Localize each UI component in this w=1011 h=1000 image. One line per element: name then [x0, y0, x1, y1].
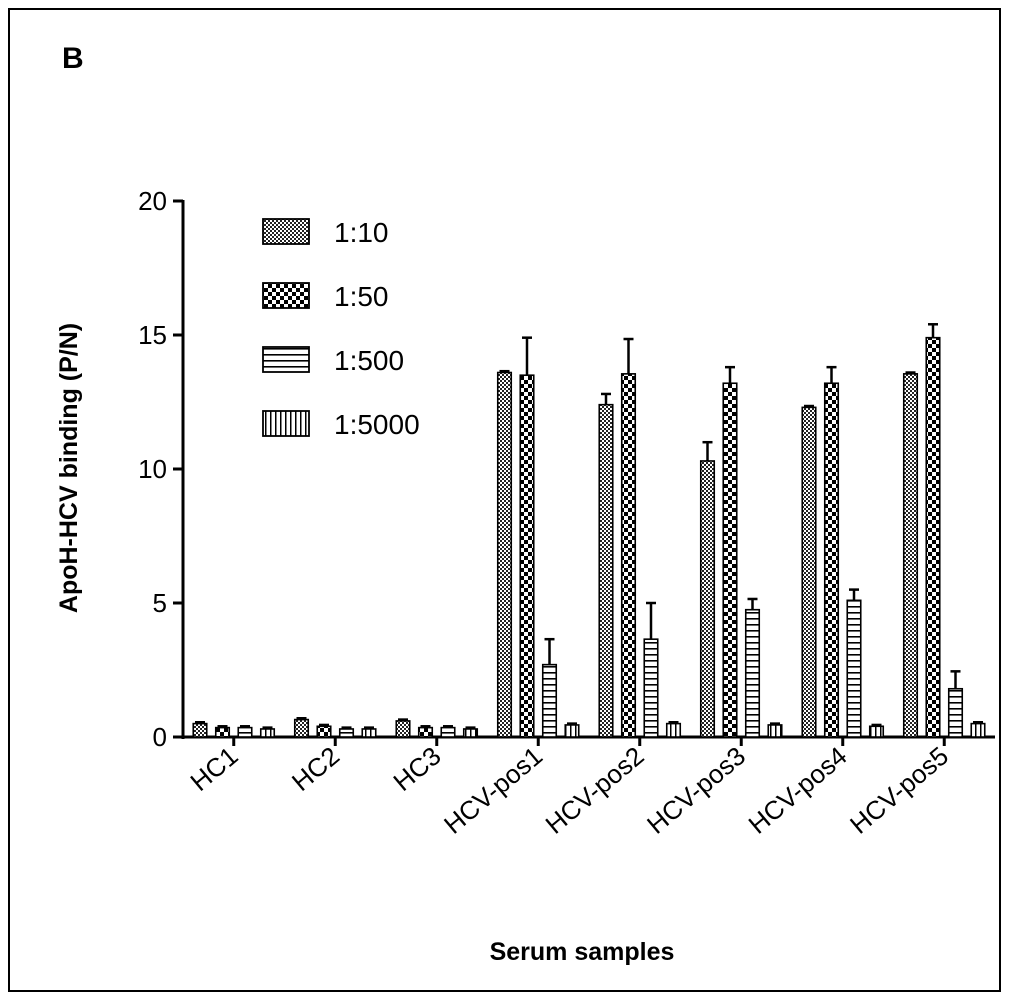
bar	[237, 726, 253, 738]
y-tick-label: 0	[153, 722, 167, 752]
y-tick-label: 15	[138, 320, 167, 350]
legend-label: 1:5000	[334, 409, 420, 440]
bar	[620, 373, 637, 738]
x-axis: HC1 HC2 HC3HCV-pos1HCV-pos2HCV-pos3HCV-pos…	[183, 735, 995, 840]
bar	[970, 722, 986, 738]
bar	[496, 371, 513, 738]
legend: 1:10 1:50 1:500 1:5000	[262, 217, 420, 440]
legend-swatch	[262, 282, 310, 309]
bar	[598, 403, 614, 738]
x-tick-label: HC2	[286, 741, 345, 797]
bar	[823, 382, 840, 738]
panel-label: B	[62, 42, 84, 75]
legend-swatch	[262, 346, 310, 373]
y-tick-label: 5	[153, 588, 167, 618]
y-axis: 0 5 10 15 20	[138, 186, 185, 752]
bar	[316, 725, 332, 738]
bar	[541, 663, 558, 738]
bar	[395, 720, 411, 738]
bar	[925, 336, 941, 738]
bar	[259, 728, 276, 738]
x-axis-title: Serum samples	[490, 938, 675, 966]
bar	[519, 374, 535, 738]
x-tick-label: HCV-pos3	[641, 741, 751, 840]
bar	[722, 382, 738, 738]
y-axis-title: ApoH-HCV binding (P/N)	[55, 323, 83, 613]
bar	[361, 728, 377, 738]
legend-swatch	[262, 218, 310, 245]
bar	[214, 726, 231, 738]
bar	[338, 728, 355, 738]
y-tick-label: 20	[138, 186, 167, 216]
bar	[564, 724, 580, 738]
x-tick-label: HCV-pos2	[540, 741, 650, 840]
x-tick-label: HC3	[387, 741, 446, 797]
bar	[440, 726, 456, 738]
legend-label: 1:10	[334, 217, 389, 248]
bar	[767, 724, 783, 738]
bar	[665, 722, 682, 738]
bar	[801, 406, 817, 738]
bar	[192, 722, 208, 738]
bar	[902, 373, 919, 738]
bar	[868, 725, 885, 738]
legend-label: 1:50	[334, 281, 389, 312]
bar	[293, 718, 310, 738]
bar	[462, 728, 479, 738]
bar	[643, 638, 659, 738]
legend-swatch	[262, 410, 310, 437]
legend-label: 1:500	[334, 345, 404, 376]
y-tick-label: 10	[138, 454, 167, 484]
bar	[947, 687, 964, 738]
bar	[846, 599, 862, 738]
bar	[699, 460, 716, 738]
bars	[192, 323, 986, 738]
bar	[417, 726, 434, 738]
x-tick-label: HCV-pos1	[438, 741, 548, 840]
x-tick-label: HCV-pos5	[844, 741, 954, 840]
x-tick-label: HC1	[184, 741, 243, 797]
bar	[744, 608, 761, 738]
x-tick-label: HCV-pos4	[743, 741, 853, 840]
